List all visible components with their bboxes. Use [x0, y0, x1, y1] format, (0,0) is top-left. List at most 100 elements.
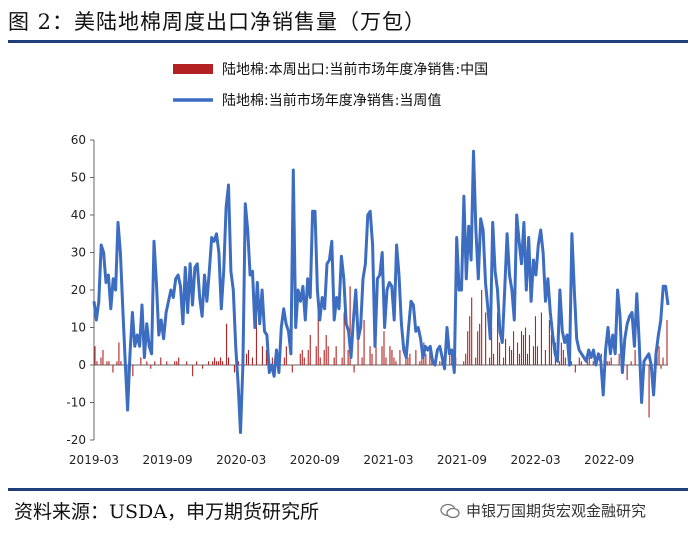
bar [227, 357, 230, 365]
bar [96, 361, 98, 365]
bar [291, 365, 293, 373]
y-tick-label: 10 [71, 321, 86, 335]
bar [327, 346, 329, 365]
bar [570, 361, 572, 365]
bar [536, 346, 539, 365]
bar [283, 357, 285, 365]
bar [160, 357, 162, 365]
y-tick-label: 20 [71, 283, 86, 297]
bar [524, 327, 527, 365]
bar [208, 361, 210, 365]
bar [574, 365, 576, 373]
bar [94, 346, 96, 365]
bar [505, 338, 507, 365]
bar [393, 357, 395, 365]
x-tick-label: 2021-03 [363, 453, 413, 467]
bar-series [94, 286, 668, 418]
legend-label-line: 陆地棉:当前市场年度净销售:当周值 [222, 92, 441, 109]
bar [369, 346, 371, 365]
bar [233, 365, 236, 373]
y-tick-label: -10 [66, 396, 86, 410]
bar [237, 361, 240, 365]
bar [660, 365, 662, 369]
bar [218, 361, 220, 365]
bar [534, 316, 537, 365]
bar [491, 327, 493, 365]
bar [419, 361, 421, 365]
bar [471, 297, 473, 365]
bar [271, 357, 273, 365]
bar [586, 361, 588, 365]
bar [528, 335, 531, 365]
bar [357, 327, 359, 365]
bar [343, 312, 345, 365]
bar [301, 350, 303, 365]
bar [409, 353, 411, 365]
bar [174, 361, 176, 365]
bar [307, 350, 309, 365]
bar [630, 361, 632, 365]
bar [497, 312, 499, 365]
bar [225, 323, 228, 365]
bar [662, 357, 664, 365]
bar [285, 346, 287, 365]
chart-title: 图 2：美陆地棉周度出口净销售量（万包） [8, 10, 427, 34]
bar [606, 361, 608, 365]
header-rule [8, 40, 688, 43]
y-tick-label: 30 [71, 246, 86, 260]
bar [467, 331, 469, 365]
bar [120, 361, 122, 365]
watermark: 申银万国期货宏观金融研究 [440, 500, 646, 521]
bar [251, 357, 253, 365]
wechat-icon [440, 503, 460, 518]
bar [518, 353, 521, 365]
bar [399, 350, 401, 365]
bar [319, 357, 321, 365]
x-tick-label: 2022-09 [584, 453, 634, 467]
bar [425, 353, 427, 365]
bar [265, 350, 267, 365]
source-note: 资料来源：USDA，申万期货研究所 [14, 501, 319, 523]
bar [562, 350, 564, 365]
bar [481, 290, 483, 365]
bar [477, 331, 479, 365]
bar [429, 346, 431, 365]
bar [106, 361, 108, 365]
bar [192, 365, 194, 377]
bar [610, 357, 612, 365]
bar [178, 357, 180, 365]
watermark-text: 申银万国期货宏观金融研究 [466, 502, 647, 520]
bar [558, 361, 560, 365]
bar [503, 357, 505, 365]
bar [245, 353, 248, 365]
bar [303, 357, 305, 365]
bar [341, 357, 343, 365]
x-tick-label: 2021-09 [437, 453, 487, 467]
bar [214, 357, 216, 365]
bar [626, 365, 628, 380]
line-series [92, 149, 670, 434]
bar [526, 353, 529, 365]
bar [465, 353, 467, 365]
bar [439, 361, 441, 365]
y-tick-label: 40 [71, 208, 86, 222]
bar [361, 357, 363, 365]
bar [323, 350, 325, 365]
bar [532, 346, 535, 365]
bar [509, 346, 511, 365]
bar [544, 350, 546, 365]
bar [564, 357, 566, 365]
legend-label-bar: 陆地棉:本周出口:当前市场年度净销售:中国 [222, 61, 488, 78]
bar [150, 365, 152, 369]
bar [166, 361, 168, 365]
bar [512, 331, 515, 365]
bar [666, 320, 668, 365]
bar [634, 350, 636, 365]
bar [489, 357, 491, 365]
axes: -20 -10 0 10 20 30 40 50 60 2019-03 2019-09 2020-03… [66, 133, 668, 467]
bar [154, 361, 156, 365]
bar [548, 320, 550, 365]
x-tick-label: 2019-03 [69, 453, 119, 467]
bar [485, 312, 487, 365]
bar [363, 320, 365, 365]
